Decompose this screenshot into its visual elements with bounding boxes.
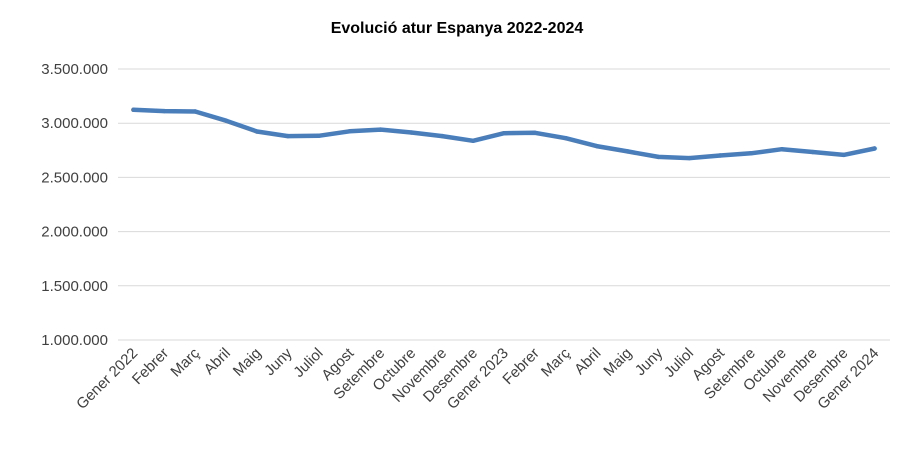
x-tick-label: Abril (571, 345, 604, 378)
data-point (717, 153, 723, 158)
x-axis-ticks: Gener 2022FebrerMarçAbrilMaigJunyJuliolA… (73, 344, 882, 413)
x-tick-label: Març (167, 344, 203, 380)
data-point (285, 133, 291, 139)
y-axis-ticks: 1.000.000 1.500.000 2.000.000 2.500.000 3.00… (41, 61, 108, 349)
x-tick-label: Abril (201, 345, 234, 378)
data-point (656, 154, 661, 160)
data-point (625, 149, 630, 154)
data-point (532, 130, 538, 136)
data-point (501, 130, 507, 136)
data-point (378, 127, 383, 132)
data-point (563, 135, 568, 141)
data-point (810, 149, 815, 155)
y-tick-label: 3.500.000 (41, 61, 108, 78)
data-point (347, 129, 352, 134)
data-point (470, 138, 476, 143)
gridlines (118, 68, 890, 341)
data-point (841, 152, 846, 158)
data-point (872, 146, 877, 151)
x-tick-label: Juny (261, 344, 296, 379)
y-tick-label: 3.000.000 (41, 115, 108, 132)
y-tick-label: 2.500.000 (41, 169, 108, 186)
y-tick-label: 1.500.000 (41, 278, 108, 295)
x-tick-label: Maig (230, 345, 265, 380)
data-point (440, 133, 445, 139)
data-point (223, 118, 229, 123)
x-tick-label: Març (538, 344, 574, 380)
data-point (779, 147, 785, 152)
y-tick-label: 2.000.000 (41, 224, 108, 241)
data-point (316, 133, 321, 138)
data-point (687, 155, 692, 161)
data-point (409, 130, 414, 135)
x-tick-label: Maig (600, 345, 635, 380)
data-point (162, 108, 167, 114)
data-point (193, 109, 198, 114)
data-point (254, 129, 260, 134)
chart-title: Evolució atur Espanya 2022-2024 (330, 20, 584, 37)
data-point (594, 143, 599, 149)
x-tick-label: Juny (632, 344, 667, 379)
series-layer (131, 107, 877, 161)
data-point (748, 151, 754, 156)
data-point (131, 107, 136, 112)
y-tick-label: 1.000.000 (41, 332, 108, 349)
